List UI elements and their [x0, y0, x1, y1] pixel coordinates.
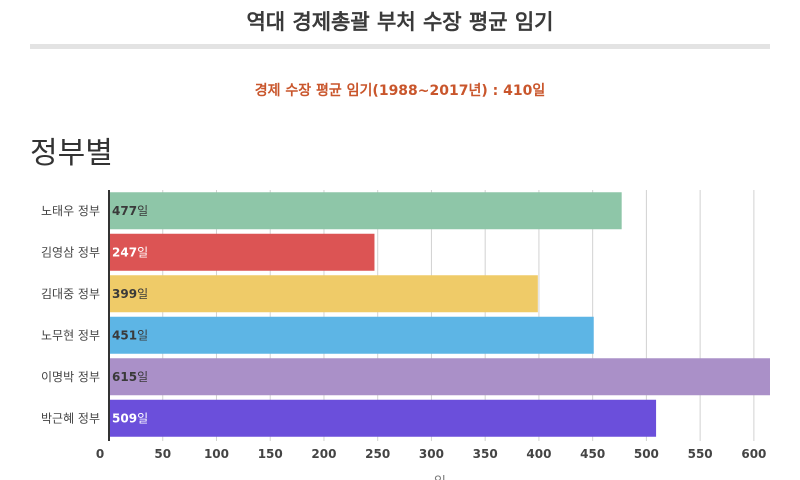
x-tick-label: 600 — [741, 447, 766, 461]
value-number: 399 — [112, 287, 137, 301]
value-unit: 일 — [137, 287, 148, 301]
value-label: 247일 — [112, 245, 148, 259]
x-axis-title: 일 — [434, 475, 446, 480]
value-label: 477일 — [112, 204, 148, 218]
category-label: 박근혜 정부 — [41, 411, 100, 425]
bar — [109, 275, 538, 313]
x-tick-label: 100 — [204, 447, 229, 461]
x-tick-label: 250 — [365, 447, 390, 461]
bar — [109, 192, 622, 230]
value-number: 509 — [112, 411, 137, 425]
value-label: 509일 — [112, 411, 148, 425]
category-label: 김영삼 정부 — [41, 245, 100, 259]
x-tick-label: 50 — [154, 447, 171, 461]
title-divider — [30, 44, 770, 49]
x-tick-label: 350 — [473, 447, 498, 461]
value-number: 615 — [112, 370, 137, 384]
category-label: 이명박 정부 — [41, 370, 100, 384]
value-unit: 일 — [137, 245, 148, 259]
value-unit: 일 — [137, 204, 148, 218]
value-number: 247 — [112, 245, 137, 259]
average-term-note: 경제 수장 평균 임기(1988~2017년) : 410일 — [254, 83, 546, 99]
x-tick-label: 0 — [96, 447, 104, 461]
x-tick-label: 450 — [580, 447, 605, 461]
category-label: 김대중 정부 — [41, 287, 100, 301]
value-unit: 일 — [137, 370, 148, 384]
x-tick-label: 300 — [419, 447, 444, 461]
bar — [109, 316, 594, 354]
x-tick-label: 150 — [258, 447, 283, 461]
value-label: 615일 — [112, 370, 148, 384]
value-number: 451 — [112, 328, 137, 342]
x-tick-label: 400 — [526, 447, 551, 461]
category-label: 노무현 정부 — [41, 328, 100, 342]
x-tick-label: 200 — [311, 447, 336, 461]
x-tick-label: 550 — [688, 447, 713, 461]
x-tick-label: 500 — [634, 447, 659, 461]
bar — [109, 399, 657, 437]
bar — [109, 358, 770, 396]
category-label: 노태우 정부 — [41, 204, 100, 218]
value-unit: 일 — [137, 328, 148, 342]
value-number: 477 — [112, 204, 137, 218]
value-unit: 일 — [137, 411, 148, 425]
section-title: 정부별 — [30, 136, 113, 171]
chart-title: 역대 경제총괄 부처 수장 평균 임기 — [246, 10, 554, 34]
value-label: 399일 — [112, 287, 148, 301]
value-label: 451일 — [112, 328, 148, 342]
bar — [109, 233, 375, 271]
